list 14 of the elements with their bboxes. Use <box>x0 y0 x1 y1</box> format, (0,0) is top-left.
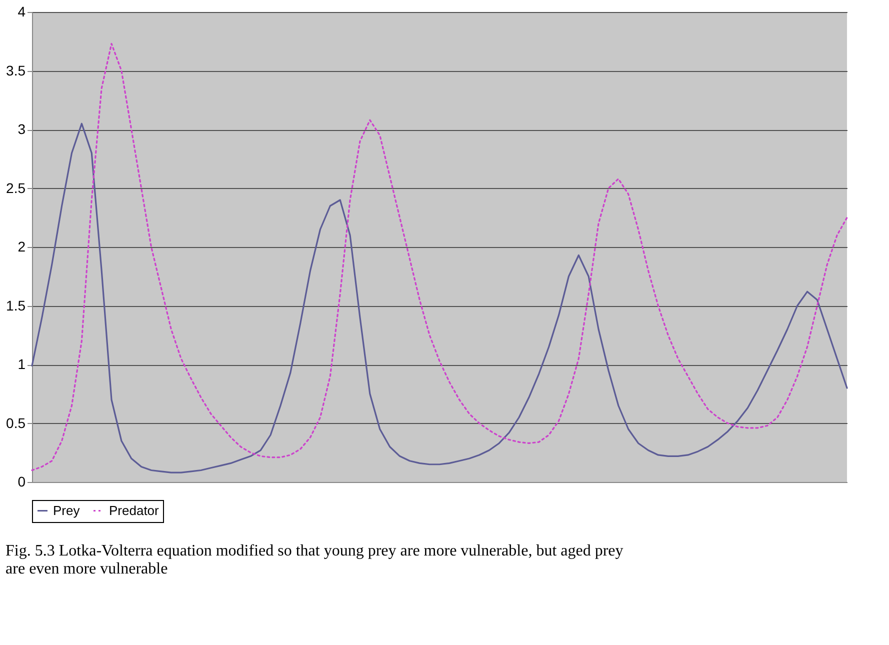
y-tick-label: 2 <box>18 238 26 254</box>
y-tick-label: 1 <box>18 356 26 372</box>
y-tick-label: 1.5 <box>6 297 26 314</box>
line-series <box>31 122 848 474</box>
y-tick-label: 2.5 <box>6 180 26 196</box>
legend-label: Predator <box>109 502 160 518</box>
y-tick-label: 4 <box>18 4 26 20</box>
y-tick-label: 0.5 <box>6 414 26 431</box>
y-tick-label: 0 <box>18 474 26 490</box>
caption: Fig. 5.3 Lotka-Volterra equation modified so that young prey are more vulnerable, but aged prey are even more vulnerable <box>6 542 624 578</box>
y-tick-label: 3 <box>18 121 26 137</box>
y-tick-label: 3.5 <box>6 62 26 78</box>
legend-label: Prey <box>53 502 80 518</box>
line-series <box>31 42 848 472</box>
